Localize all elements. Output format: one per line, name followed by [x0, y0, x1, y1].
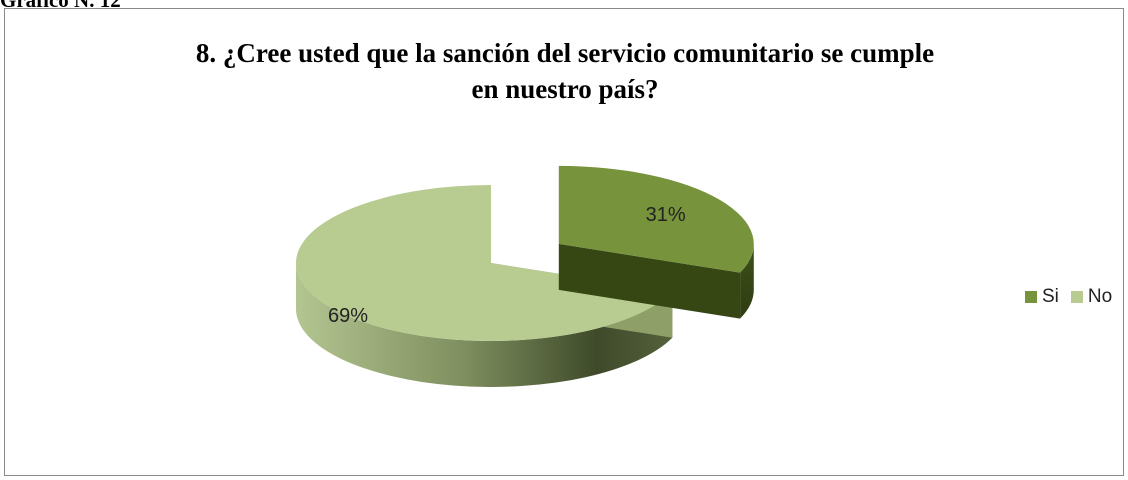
pie-slice-no-side	[296, 263, 673, 387]
chart-title-line-2: en nuestro país?	[471, 74, 659, 104]
legend-item-no: No	[1070, 286, 1113, 308]
chart-frame: 8. ¿Cree usted que la sanción del servic…	[4, 8, 1124, 476]
pie-slice-si-side	[740, 243, 754, 319]
legend-swatch-si	[1025, 291, 1037, 303]
pie-slice-si	[558, 165, 754, 273]
pie-slice-no	[295, 185, 673, 342]
chart-title-line-1: 8. ¿Cree usted que la sanción del servic…	[195, 38, 935, 68]
chart-legend: Si No	[1025, 286, 1124, 308]
pie-chart: 31% 69%	[295, 165, 754, 387]
legend-label-si: Si	[1042, 286, 1059, 307]
data-label-no: 69%	[328, 305, 368, 327]
data-label-si: 31%	[646, 204, 686, 226]
legend-item-si: Si	[1025, 286, 1059, 308]
legend-swatch-no	[1070, 291, 1083, 303]
chart-title: 8. ¿Cree usted que la sanción del servic…	[65, 35, 1065, 107]
pie-slice-si-end-face	[558, 243, 741, 319]
legend-label-no: No	[1087, 286, 1113, 307]
